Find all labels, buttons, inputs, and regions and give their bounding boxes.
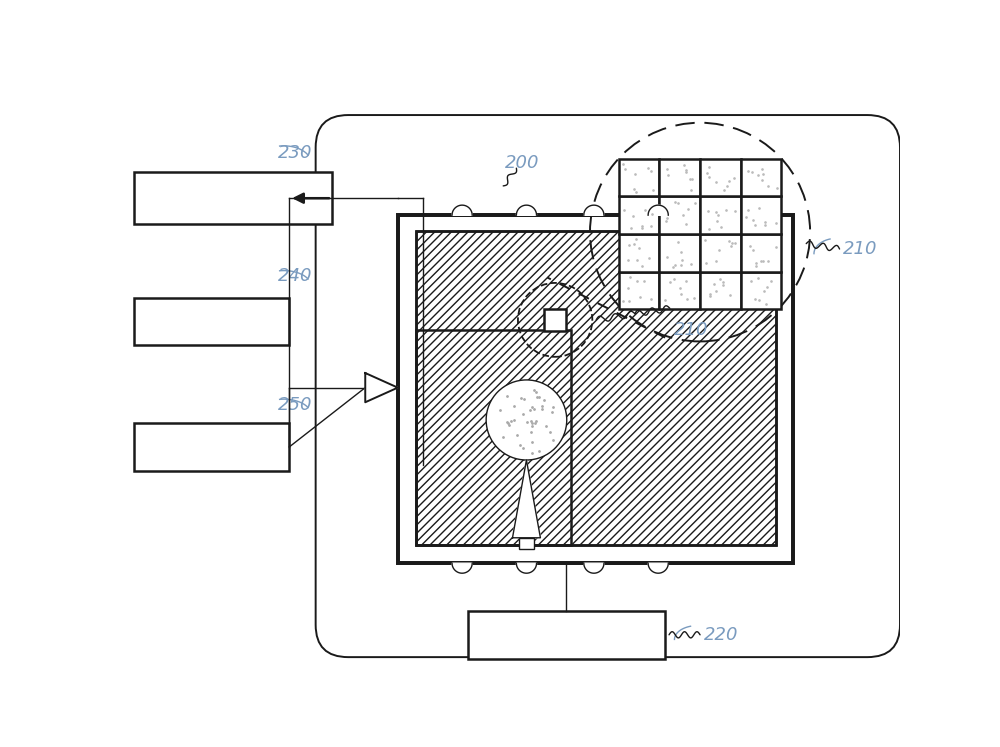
Bar: [741, 196, 781, 234]
Text: 210: 210: [674, 321, 708, 339]
Bar: [741, 271, 781, 309]
Polygon shape: [584, 563, 604, 573]
Polygon shape: [512, 460, 540, 538]
Polygon shape: [648, 563, 668, 573]
Bar: [416, 330, 571, 545]
Bar: [700, 196, 741, 234]
Text: 220: 220: [704, 626, 738, 644]
Polygon shape: [516, 205, 537, 215]
Bar: [416, 232, 776, 545]
Text: 210: 210: [843, 240, 877, 258]
Bar: [700, 234, 741, 271]
Polygon shape: [452, 205, 472, 215]
Bar: [398, 215, 793, 563]
Bar: [659, 159, 700, 196]
Bar: [741, 234, 781, 271]
Bar: [134, 297, 289, 345]
Bar: [134, 172, 332, 224]
Text: 240: 240: [278, 267, 313, 285]
Bar: [619, 271, 659, 309]
Polygon shape: [452, 563, 472, 573]
Bar: [700, 159, 741, 196]
Bar: [619, 159, 659, 196]
Bar: [619, 196, 659, 234]
Polygon shape: [584, 205, 604, 215]
Text: 230: 230: [278, 143, 313, 162]
Polygon shape: [648, 205, 668, 215]
Bar: [544, 309, 566, 331]
FancyBboxPatch shape: [316, 115, 900, 657]
Bar: [416, 232, 776, 545]
Bar: [659, 234, 700, 271]
Bar: [741, 159, 781, 196]
Circle shape: [486, 380, 567, 460]
Bar: [700, 271, 741, 309]
Text: 200: 200: [505, 154, 539, 172]
Text: 250: 250: [278, 396, 313, 414]
Bar: [619, 234, 659, 271]
Bar: [468, 611, 665, 659]
Bar: [519, 538, 534, 549]
Polygon shape: [365, 373, 398, 403]
Polygon shape: [516, 563, 537, 573]
Bar: [659, 196, 700, 234]
Bar: [134, 423, 289, 471]
Bar: [659, 271, 700, 309]
